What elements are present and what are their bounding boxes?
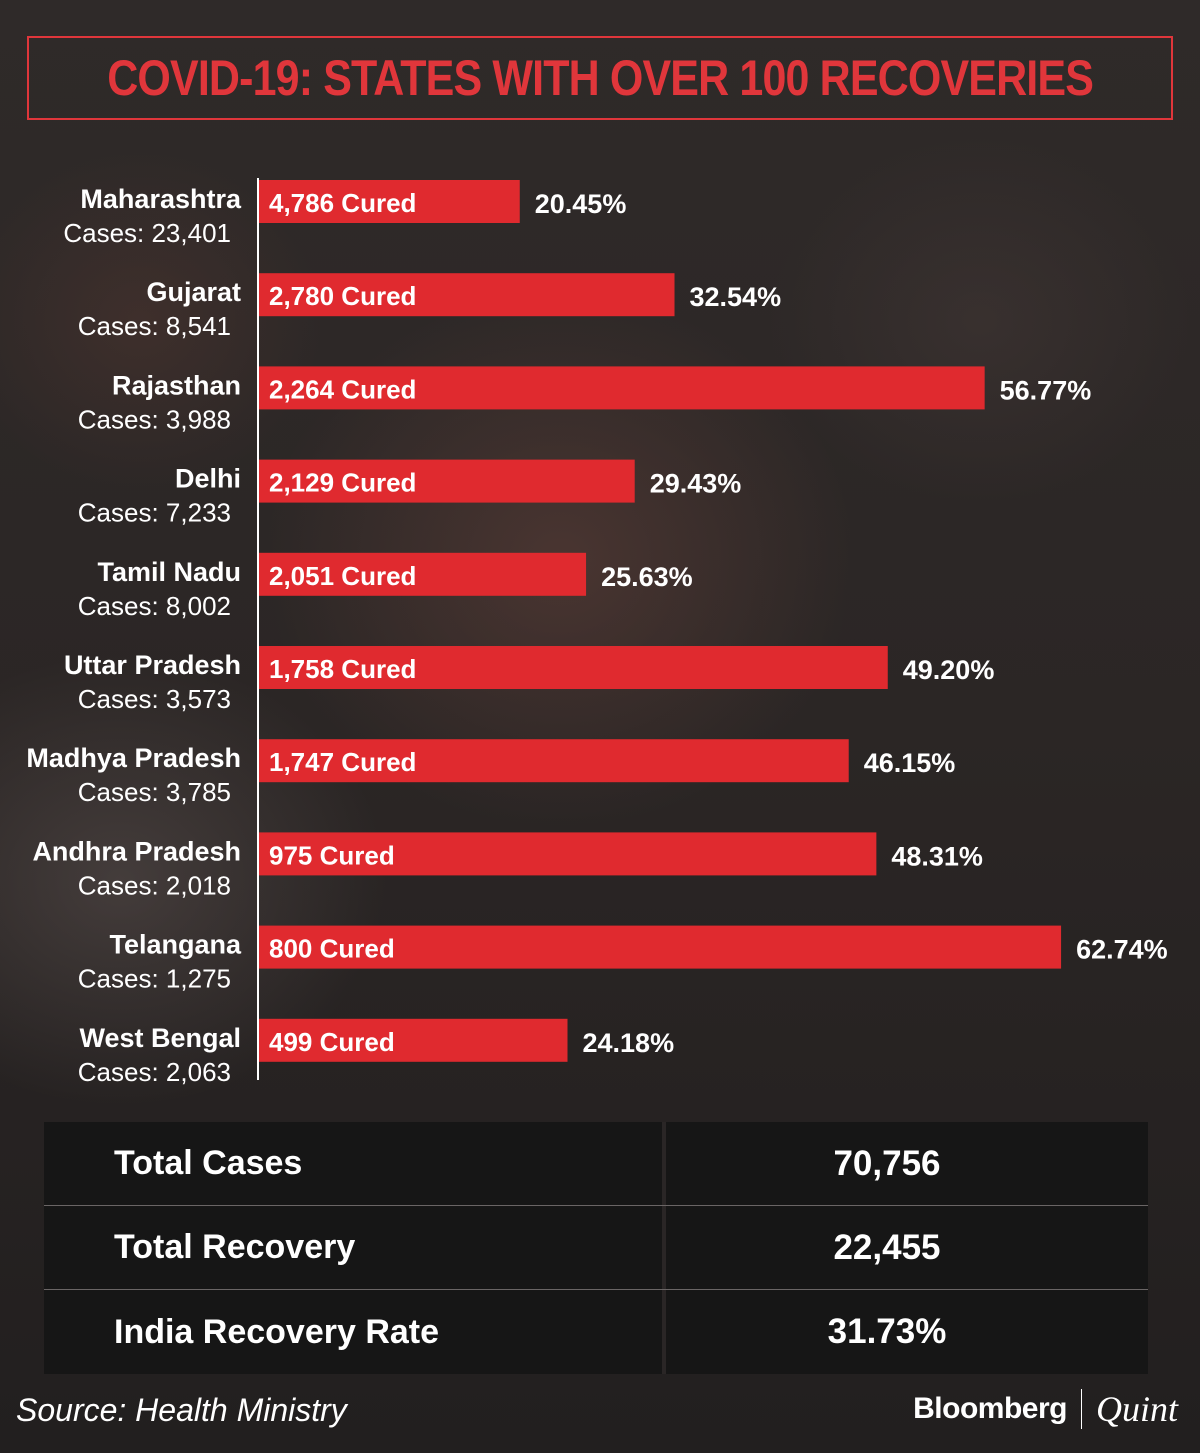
chart-title: COVID-19: STATES WITH OVER 100 RECOVERIE… [107, 50, 1094, 106]
bar-percent-label: 25.63% [601, 562, 693, 592]
bar-percent-label: 20.45% [535, 189, 627, 219]
cases-label: Cases: 8,002 [78, 591, 231, 621]
summary-row-total-cases: Total Cases 70,756 [44, 1122, 1148, 1206]
bar [258, 925, 1062, 969]
brand-divider [1080, 1389, 1082, 1429]
bar [258, 273, 675, 317]
bar-percent-label: 62.74% [1076, 935, 1168, 965]
bar [258, 459, 635, 503]
bar [258, 832, 877, 876]
state-label: Madhya Pradesh [26, 743, 241, 773]
cases-label: Cases: 3,988 [78, 404, 231, 434]
bar-percent-label: 29.43% [650, 469, 742, 499]
bar-percent-label: 56.77% [1000, 375, 1092, 405]
state-label: West Bengal [79, 1023, 241, 1053]
state-label: Gujarat [146, 277, 241, 307]
state-label: Telangana [109, 930, 242, 960]
summary-label: Total Recovery [44, 1206, 662, 1289]
cases-label: Cases: 1,275 [78, 964, 231, 994]
bar [258, 1018, 568, 1062]
state-label: Uttar Pradesh [64, 650, 241, 680]
brand-quint: Quint [1095, 1389, 1178, 1429]
state-label: Rajasthan [112, 370, 241, 400]
cases-label: Cases: 3,573 [78, 684, 231, 714]
bar-cured-label: 2,051 Cured [269, 561, 416, 591]
cases-label: Cases: 3,785 [78, 777, 231, 807]
state-label: Andhra Pradesh [32, 836, 241, 866]
bar-cured-label: 2,780 Cured [269, 281, 416, 311]
summary-value: 31.73% [666, 1290, 1148, 1374]
bar [258, 646, 888, 689]
cases-label: Cases: 2,018 [78, 870, 231, 900]
summary-value: 22,455 [666, 1206, 1148, 1289]
source-note: Source: Health Ministry [16, 1392, 347, 1428]
bar [258, 552, 587, 596]
bar-cured-label: 4,786 Cured [269, 188, 416, 218]
title-box: COVID-19: STATES WITH OVER 100 RECOVERIE… [27, 36, 1173, 120]
cases-label: Cases: 2,063 [78, 1057, 231, 1087]
bar-chart: 4,786 Cured 20.45% Maharashtra Cases: 23,40… [26, 178, 1168, 1087]
state-label: Maharashtra [80, 184, 242, 214]
summary-label: Total Cases [44, 1122, 662, 1205]
summary-row-recovery-rate: India Recovery Rate 31.73% [44, 1290, 1148, 1374]
bar-percent-label: 48.31% [891, 841, 983, 871]
bar-cured-label: 1,747 Cured [269, 747, 416, 777]
summary-value: 70,756 [666, 1122, 1148, 1205]
summary-table: Total Cases 70,756 Total Recovery 22,455… [44, 1122, 1148, 1374]
cases-label: Cases: 23,401 [63, 218, 231, 248]
bar [258, 366, 985, 410]
state-label: Tamil Nadu [97, 557, 241, 587]
summary-row-total-recovery: Total Recovery 22,455 [44, 1206, 1148, 1290]
bar-percent-label: 32.54% [690, 282, 782, 312]
cases-label: Cases: 8,541 [78, 311, 231, 341]
bar-cured-label: 800 Cured [269, 934, 395, 964]
bar [258, 180, 520, 223]
bar-cured-label: 499 Cured [269, 1027, 395, 1057]
summary-label: India Recovery Rate [44, 1290, 662, 1374]
bar [258, 739, 849, 783]
bar-cured-label: 975 Cured [269, 840, 395, 870]
bar-cured-label: 1,758 Cured [269, 654, 416, 684]
brand-bloomberg: Bloomberg [913, 1392, 1067, 1425]
brand-logo: Bloomberg Quint [913, 1388, 1178, 1430]
state-label: Delhi [175, 464, 241, 494]
bar-percent-label: 49.20% [903, 655, 995, 685]
cases-label: Cases: 7,233 [78, 498, 231, 528]
bar-percent-label: 24.18% [583, 1028, 675, 1058]
bar-percent-label: 46.15% [864, 748, 956, 778]
bar-cured-label: 2,264 Cured [269, 374, 416, 404]
bar-cured-label: 2,129 Cured [269, 468, 416, 498]
